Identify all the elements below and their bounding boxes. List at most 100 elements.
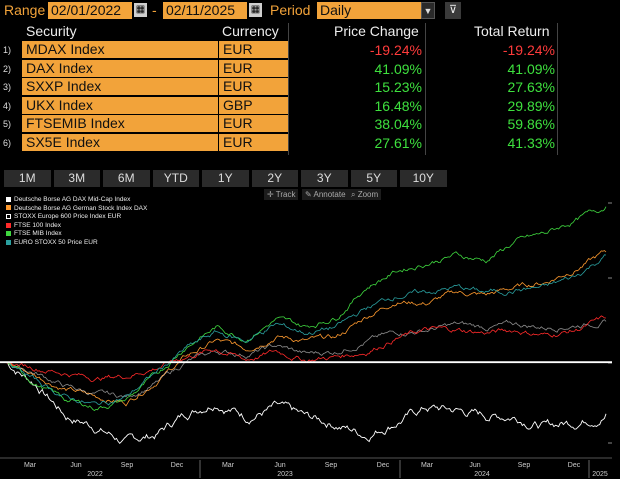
total-return-cell: 41.09% [507,60,555,77]
legend-item[interactable]: Deutsche Borse AG German Stock Index DAX [6,205,147,214]
range-tab-3y[interactable]: 3Y [301,170,348,187]
series-line [5,254,607,406]
row-number: 2) [3,63,12,74]
series-line [5,206,607,411]
price-change-cell: 38.04% [374,116,422,132]
row-number: 6) [3,137,12,148]
range-tab-1m[interactable]: 1M [4,170,51,187]
col-currency[interactable]: Currency [222,23,279,39]
total-return-cell: 41.33% [507,134,555,151]
security-cell[interactable]: SX5E Index [22,133,218,151]
period-dropdown-icon[interactable]: ▼ [421,2,435,19]
range-tabs: 1M 3M 6M YTD 1Y 2Y 3Y 5Y 10Y [0,170,620,188]
price-change-cell: 16.48% [374,97,422,114]
chart-legend: Deutsche Borse AG DAX Mid-Cap Index Deuts… [6,196,147,248]
annotate-label: Annotate [313,190,346,199]
total-return-cell: 27.63% [507,79,555,95]
x-month-label: Dec [171,462,184,469]
row-number: 4) [3,100,12,111]
filter-icon[interactable]: ⊽ [445,2,461,19]
security-cell[interactable]: UKX Index [22,96,218,114]
table-row[interactable]: 2) DAX Index EUR 41.09% 41.09% [0,59,620,78]
col-total-return[interactable]: Total Return [474,23,550,39]
legend-label: Deutsche Borse AG DAX Mid-Cap Index [14,196,131,203]
x-month-label: Dec [568,462,581,469]
table-row[interactable]: 3) SXXP Index EUR 15.23% 27.63% [0,78,620,96]
end-date-field[interactable]: 02/11/2025 [163,2,247,19]
col-divider [425,23,426,155]
price-change-cell: 41.09% [374,60,422,77]
zoom-button[interactable]: ⌕ Zoom [348,189,382,200]
currency-cell: EUR [219,115,288,132]
zoom-label: Zoom [357,190,379,199]
legend-item[interactable]: FTSE MIB Index [6,230,147,239]
legend-swatch [6,213,11,219]
legend-item[interactable]: Deutsche Borse AG DAX Mid-Cap Index [6,196,147,205]
currency-cell: EUR [219,78,288,95]
range-tab-2y[interactable]: 2Y [251,170,298,187]
x-year-label: 2022 [87,471,103,478]
legend-item[interactable]: STOXX Europe 600 Price Index EUR [6,213,147,222]
currency-cell: EUR [219,133,288,151]
x-month-label: Sep [325,462,338,469]
performance-chart[interactable]: Mar Jun Sep Dec Mar Jun Sep Dec Mar Jun Sep Dec 2022… [0,188,620,479]
legend-label: FTSE MIB Index [14,230,62,238]
legend-swatch [6,196,11,202]
table-row[interactable]: 5) FTSEMIB Index EUR 38.04% 59.86% [0,115,620,133]
legend-item[interactable]: EURO STOXX 50 Price EUR [6,239,147,248]
x-month-label: Mar [24,462,37,469]
annotate-button[interactable]: ✎ Annotate [302,189,349,200]
period-select[interactable]: Daily [317,2,421,19]
x-month-label: Sep [518,462,531,469]
x-month-label: Dec [377,462,390,469]
legend-label: FTSE 100 Index [14,221,61,229]
legend-swatch [6,222,11,228]
track-button[interactable]: ✛ Track [264,189,299,200]
x-month-label: Jun [274,462,285,469]
x-month-label: Sep [121,462,134,469]
total-return-cell: 29.89% [507,97,555,114]
period-label: Period [270,2,311,18]
range-tab-5y[interactable]: 5Y [350,170,397,187]
start-date-field[interactable]: 02/01/2022 [48,2,132,19]
legend-label: Deutsche Borse AG German Stock Index DAX [14,204,148,212]
security-cell[interactable]: DAX Index [22,59,218,77]
range-tab-6m[interactable]: 6M [103,170,150,187]
col-security[interactable]: Security [26,23,77,39]
toolbar: Range 02/01/2022 ▦ - 02/11/2025 ▦ Period… [0,0,620,22]
col-price-change[interactable]: Price Change [334,23,419,39]
price-change-cell: 27.61% [374,134,422,151]
security-cell[interactable]: SXXP Index [22,78,218,95]
table-row[interactable]: 4) UKX Index GBP 16.48% 29.89% [0,96,620,115]
total-return-cell: 59.86% [507,116,555,132]
x-month-label: Mar [222,462,235,469]
legend-swatch [6,231,11,237]
x-month-label: Jun [70,462,81,469]
range-tab-3m[interactable]: 3M [53,170,100,187]
legend-swatch [6,239,11,245]
security-cell[interactable]: MDAX Index [22,41,218,58]
series-line [5,319,607,398]
series-line [5,361,607,444]
row-number: 3) [3,82,12,92]
legend-swatch [6,205,11,211]
date-separator: - [152,2,157,18]
security-cell[interactable]: FTSEMIB Index [22,115,218,132]
range-tab-1y[interactable]: 1Y [202,170,249,187]
range-tab-10y[interactable]: 10Y [400,170,447,187]
x-year-label: 2024 [474,471,490,478]
track-label: Track [275,190,296,199]
start-calendar-icon[interactable]: ▦ [134,3,147,17]
col-divider [557,23,558,155]
end-calendar-icon[interactable]: ▦ [249,3,262,17]
legend-label: EURO STOXX 50 Price EUR [14,238,98,246]
table-row[interactable]: 1) MDAX Index EUR -19.24% -19.24% [0,41,620,59]
range-tab-ytd[interactable]: YTD [152,170,199,187]
row-number: 5) [3,119,12,129]
currency-cell: EUR [219,59,288,77]
x-year-label: 2023 [277,471,293,478]
currency-cell: GBP [219,96,288,114]
table-row[interactable]: 6) SX5E Index EUR 27.61% 41.33% [0,133,620,152]
legend-item[interactable]: FTSE 100 Index [6,222,147,231]
row-number: 1) [3,45,12,55]
